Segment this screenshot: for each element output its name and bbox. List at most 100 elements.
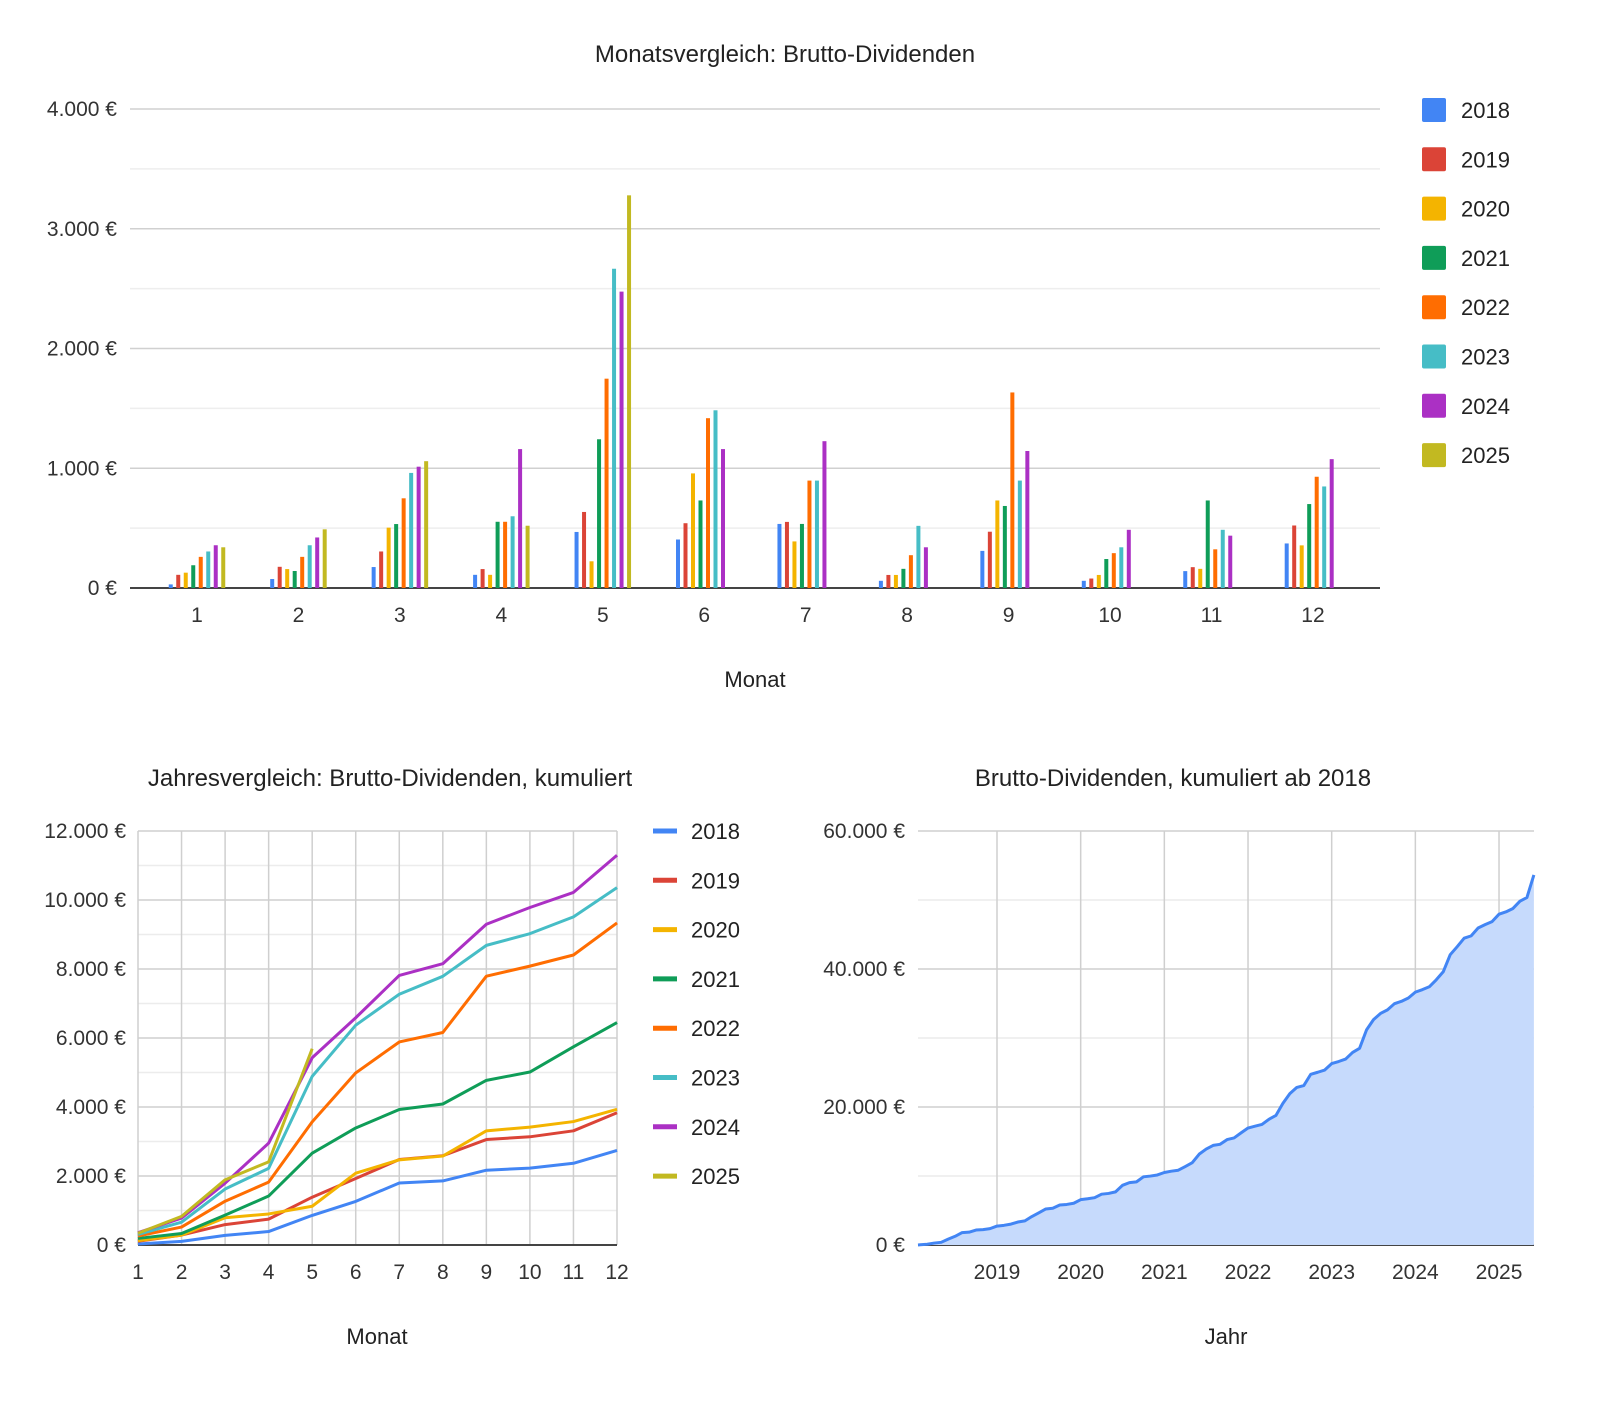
bar-2021-month-2 (292, 570, 297, 588)
x-tick-label: 9 (1003, 604, 1015, 627)
bar-2021-month-5 (597, 439, 602, 588)
area-x-axis-label: Jahr (1205, 1324, 1248, 1349)
legend-label: 2021 (691, 967, 740, 992)
bar-2023-month-5 (612, 268, 617, 588)
bar-2018-month-8 (878, 580, 883, 588)
legend-swatch (1422, 98, 1446, 122)
line-2023 (137, 886, 618, 1236)
bar-2024-month-6 (721, 449, 725, 588)
bar-2022-month-9 (1010, 392, 1015, 588)
bar-2020-month-7 (792, 541, 797, 588)
bar-2022-month-3 (401, 498, 406, 588)
bar-2018-month-4 (473, 574, 478, 588)
bar-2022-month-12 (1314, 476, 1319, 588)
y-tick-label: 8.000 € (56, 958, 126, 981)
line-2021 (137, 1021, 618, 1240)
legend-swatch (1422, 245, 1446, 270)
x-tick-label: 2 (293, 604, 305, 627)
y-tick-label: 0 € (97, 1234, 127, 1257)
bar-2019-month-9 (987, 531, 992, 588)
bar-2021-month-9 (1002, 505, 1007, 588)
bar-2019-month-7 (784, 521, 789, 588)
bar-2020-month-5 (589, 561, 594, 588)
legend-swatch (1422, 147, 1446, 172)
area-line (917, 874, 1536, 1247)
bar-2018-month-1 (168, 584, 173, 588)
legend-label: 2024 (1461, 394, 1510, 419)
bar-2020-month-9 (995, 500, 1000, 588)
bar-2023-month-11 (1220, 529, 1225, 588)
area-chart-title: Brutto-Dividenden, kumuliert ab 2018 (975, 765, 1371, 792)
line-x-axis-label: Monat (346, 1324, 407, 1349)
bar-2021-month-3 (394, 524, 399, 588)
bar-2022-month-1 (198, 556, 203, 588)
bar-2023-month-1 (206, 551, 211, 588)
legend-label: 2023 (1461, 345, 1510, 370)
bar-2023-month-10 (1119, 547, 1124, 588)
bar-2024-month-3 (416, 466, 421, 588)
legend-swatch (1422, 196, 1446, 221)
bar-2020-month-10 (1096, 574, 1101, 588)
bar-grid: 0 €1.000 €2.000 €3.000 €4.000 €1 2 3 4 5 6 7 8 9… (47, 98, 1380, 627)
x-tick-label: 2019 (974, 1261, 1021, 1284)
bar-2019-month-3 (379, 551, 384, 588)
bar-2019-month-1 (176, 574, 181, 588)
y-tick-label: 40.000 € (823, 958, 905, 981)
bar-2018-month-5 (574, 531, 579, 588)
bar-2019-month-11 (1190, 567, 1195, 588)
bar-2022-month-11 (1213, 549, 1218, 588)
line-2024 (137, 854, 618, 1235)
legend-swatch (1422, 295, 1446, 320)
bar-2021-month-1 (191, 565, 196, 588)
legend-swatch (1422, 344, 1446, 369)
x-tick-label: 2 (176, 1261, 188, 1284)
bar-2021-month-4 (495, 521, 500, 588)
bar-2020-month-3 (386, 527, 391, 588)
bar-2022-month-5 (604, 378, 609, 588)
bar-2018-month-10 (1081, 580, 1086, 588)
x-tick-label: 2025 (1476, 1261, 1523, 1284)
y-tick-label: 6.000 € (56, 1027, 126, 1050)
bar-2025-month-3 (424, 461, 429, 588)
line-2022 (137, 921, 618, 1238)
x-tick-label: 3 (394, 604, 406, 627)
x-tick-label: 1 (191, 604, 203, 627)
bar-2024-month-5 (619, 291, 624, 588)
bar-2020-month-1 (183, 572, 188, 588)
bar-2022-month-7 (807, 480, 812, 588)
monthly-bar-chart: Monatsvergleich: Brutto-Dividenden 0 € 1.… (47, 41, 1510, 692)
bar-2019-month-6 (683, 523, 688, 588)
area-fill (918, 874, 1534, 1245)
bar-2023-month-9 (1017, 480, 1022, 588)
bar-2018-month-7 (777, 523, 782, 588)
bar-2021-month-6 (698, 500, 703, 588)
x-tick-label: 8 (437, 1261, 449, 1284)
bar-2020-month-4 (488, 574, 493, 588)
cumulative-line-chart: Jahresvergleich: Brutto-Dividenden, kumu… (44, 765, 740, 1349)
bar-2021-month-7 (799, 523, 804, 588)
bar-marks (168, 195, 1334, 588)
legend-label: 2025 (1461, 443, 1510, 468)
bar-2018-month-2 (270, 579, 275, 588)
bar-2021-month-11 (1205, 500, 1210, 588)
x-tick-label: 1 (132, 1261, 144, 1284)
legend-label: 2022 (1461, 295, 1510, 320)
bar-chart-title: Monatsvergleich: Brutto-Dividenden (595, 41, 975, 68)
y-tick-label: 4.000 € (47, 98, 117, 121)
bar-2019-month-4 (480, 569, 485, 588)
bar-2020-month-11 (1198, 568, 1203, 588)
legend-swatch (1422, 393, 1446, 418)
x-tick-label: 11 (563, 1261, 585, 1284)
legend-label: 2019 (1461, 147, 1510, 172)
y-tick-label: 20.000 € (823, 1096, 905, 1119)
bar-2023-month-4 (510, 516, 515, 588)
bar-2020-month-2 (285, 569, 290, 588)
bar-2019-month-5 (582, 511, 587, 588)
bar-2025-month-4 (525, 525, 530, 588)
line-2019 (137, 1111, 618, 1243)
bar-2021-month-12 (1307, 504, 1312, 588)
x-tick-label: 10 (518, 1261, 541, 1284)
bar-2019-month-8 (886, 574, 891, 588)
bar-2019-month-10 (1089, 578, 1094, 588)
